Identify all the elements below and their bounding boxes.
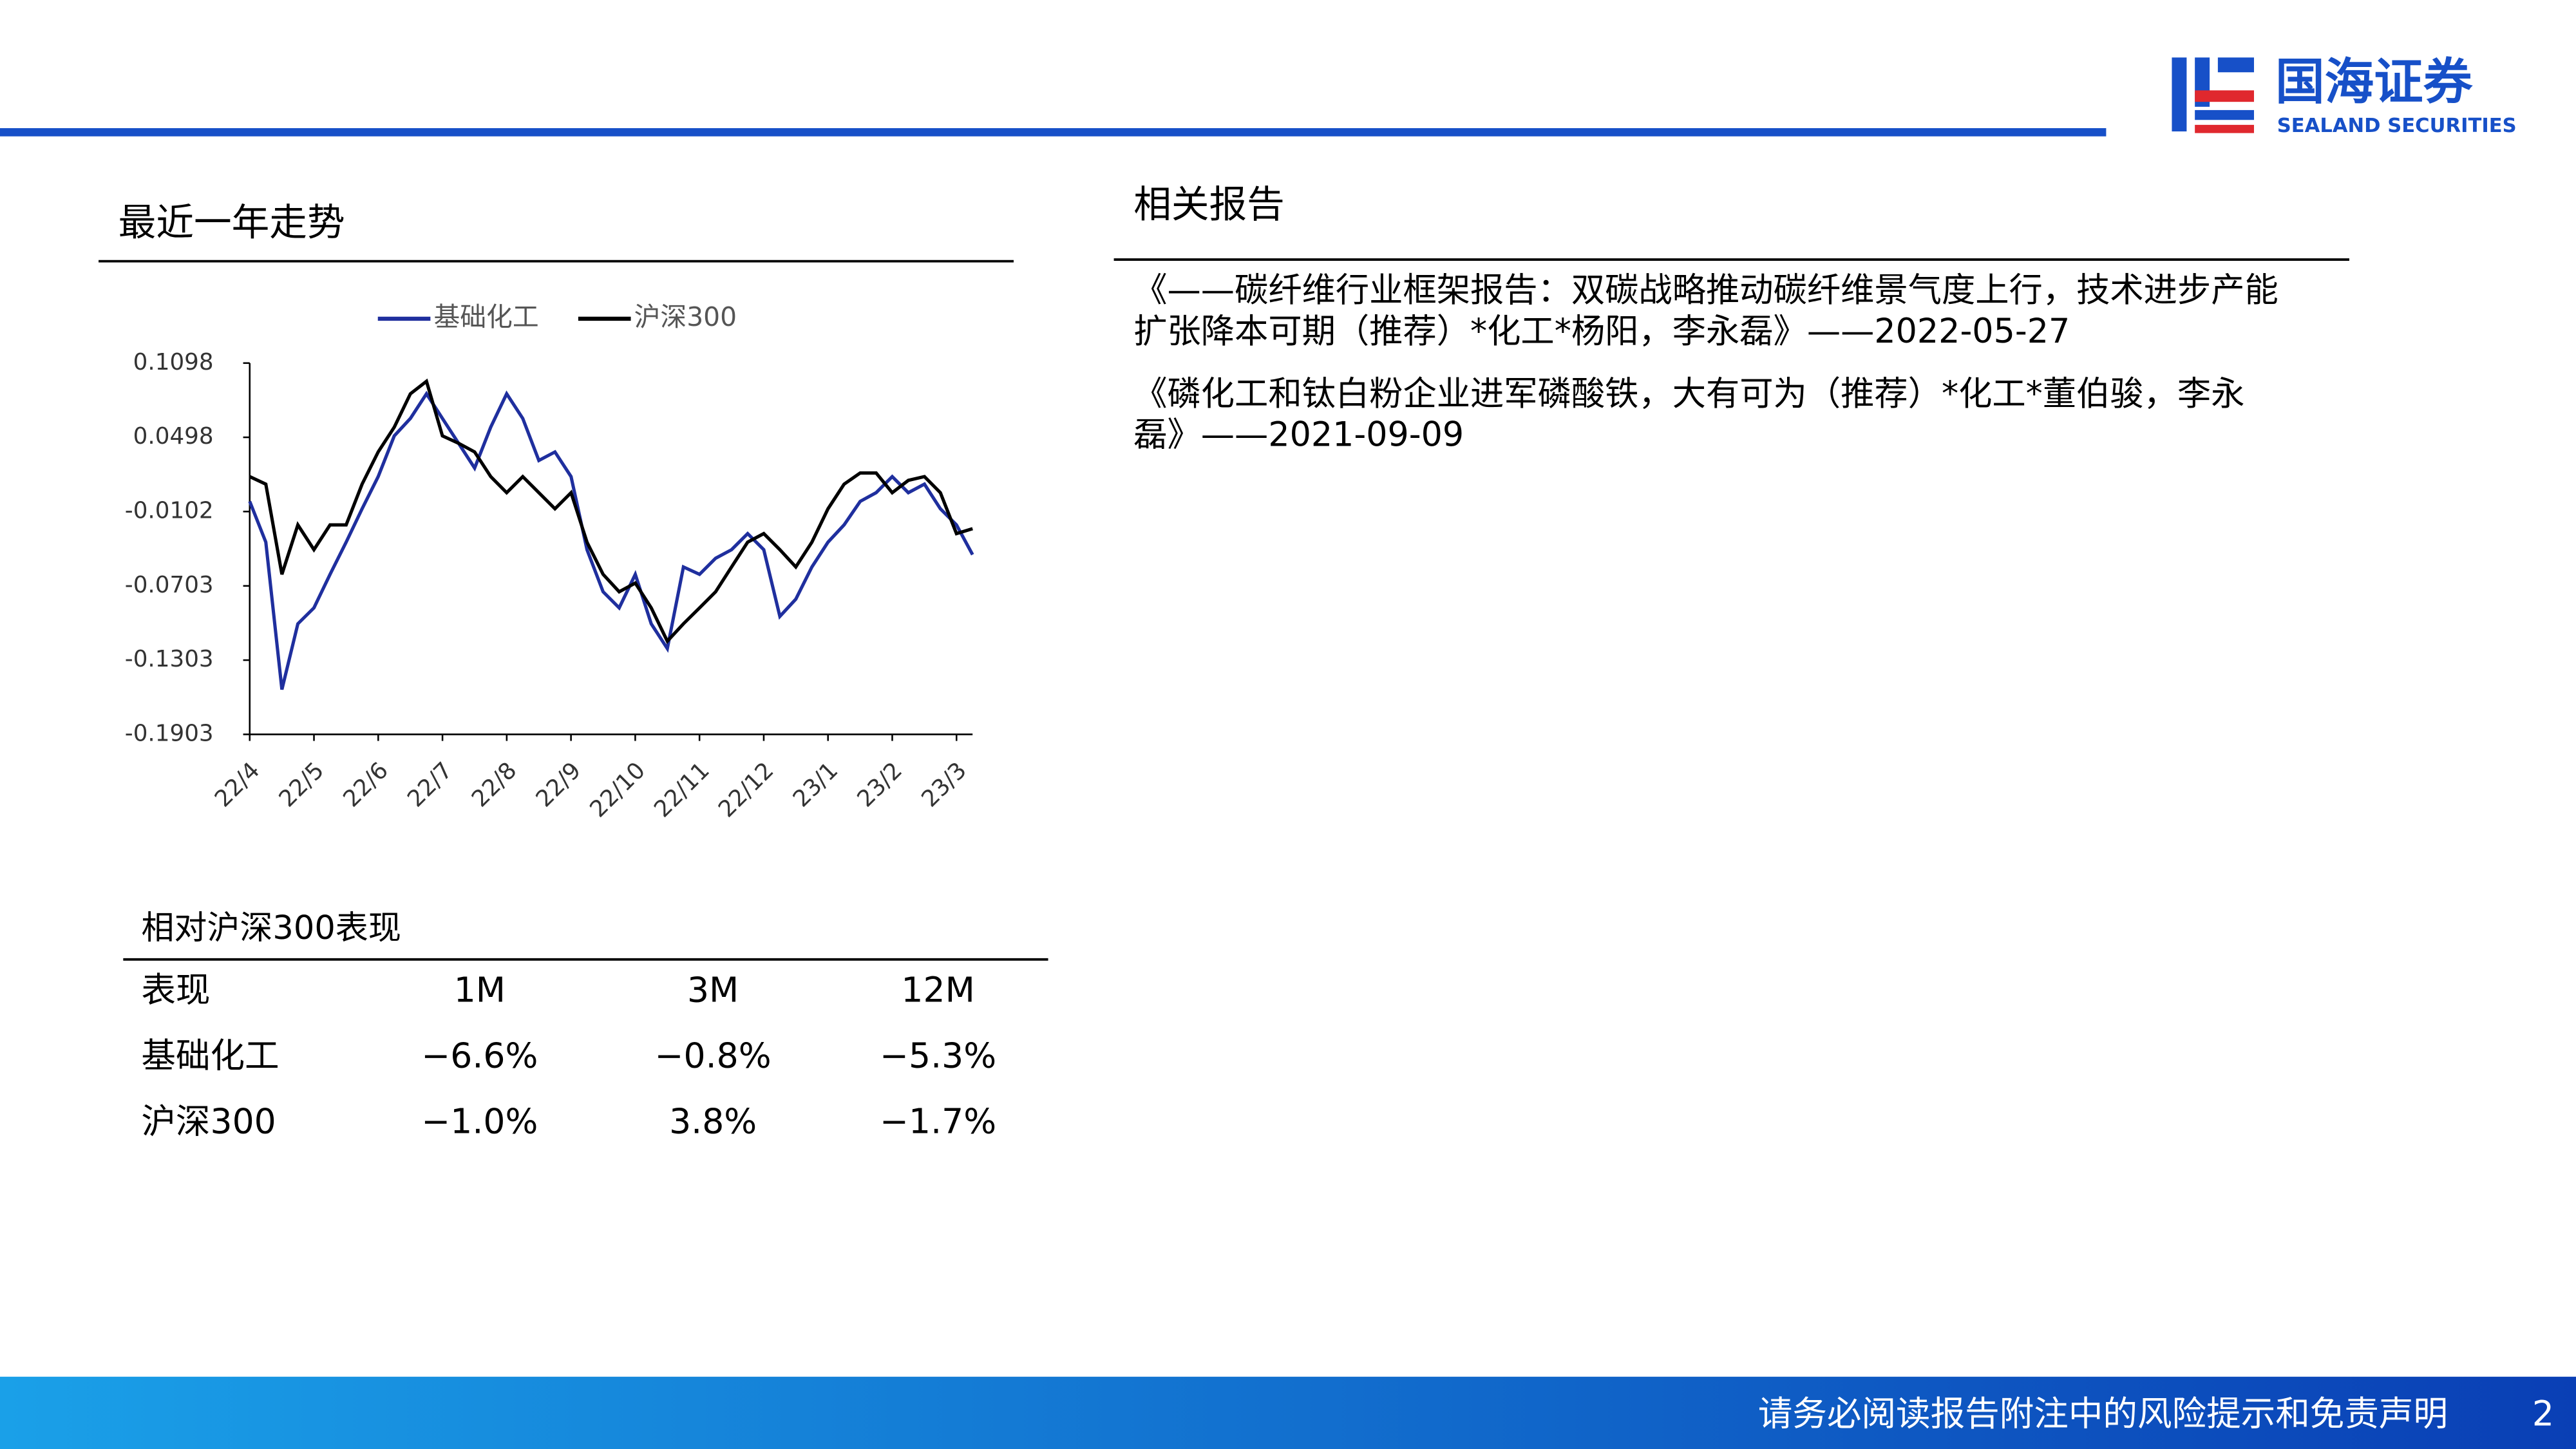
series-line (249, 378, 973, 645)
brand: 国海证券 (2275, 54, 2474, 111)
footer-bar (0, 1376, 2576, 1449)
table-header: 3M (687, 969, 739, 1010)
y-tick-label: -0.1303 (125, 646, 214, 672)
reports-title: 相关报告 (1133, 183, 1285, 227)
disclaimer: 请务必阅读报告附注中的风险提示和免责声明 (1758, 1394, 2448, 1434)
table-cell: 3.8% (669, 1101, 757, 1142)
table-cell: −5.3% (880, 1035, 996, 1075)
table-cell: −0.8% (655, 1035, 772, 1075)
report-line: 《——碳纤维行业框架报告：双碳战略推动碳纤维景气度上行，技术进步产能 (1133, 270, 2278, 310)
y-tick-label: -0.1903 (125, 720, 214, 746)
table-cell: −1.7% (880, 1101, 996, 1142)
table-header: 12M (901, 969, 974, 1010)
report-line: 磊》——2021-09-09 (1133, 415, 1464, 455)
table-header: 1M (454, 969, 506, 1010)
table-header: 表现 (141, 969, 210, 1010)
table-cell: 沪深300 (141, 1101, 276, 1142)
chart-title: 最近一年走势 (118, 201, 345, 245)
legend-label: 沪深300 (634, 301, 737, 332)
report-line: 扩张降本可期（推荐）*化工*杨阳，李永磊》——2022-05-27 (1133, 312, 2070, 351)
legend-label: 基础化工 (433, 301, 538, 332)
header-rule (0, 128, 2107, 137)
y-tick-label: -0.0703 (125, 572, 214, 598)
table-cell: 基础化工 (141, 1035, 279, 1075)
table-cell: −6.6% (421, 1035, 538, 1075)
logo: 国海证券 SEALAND SECURITIES (2172, 54, 2517, 137)
table-title: 相对沪深300表现 (141, 909, 401, 947)
series-line (248, 390, 974, 690)
page-number: 2 (2532, 1394, 2554, 1434)
report-line: 《磷化工和钛白粉企业进军磷酸铁，大有可为（推荐）*化工*董伯骏，李永 (1133, 374, 2244, 413)
y-tick-label: 0.0498 (133, 423, 214, 450)
table-cell: −1.0% (421, 1101, 538, 1142)
y-tick-label: -0.0102 (125, 497, 214, 524)
brand-en: SEALAND SECURITIES (2277, 115, 2517, 137)
y-tick-label: 0.1098 (133, 349, 214, 375)
